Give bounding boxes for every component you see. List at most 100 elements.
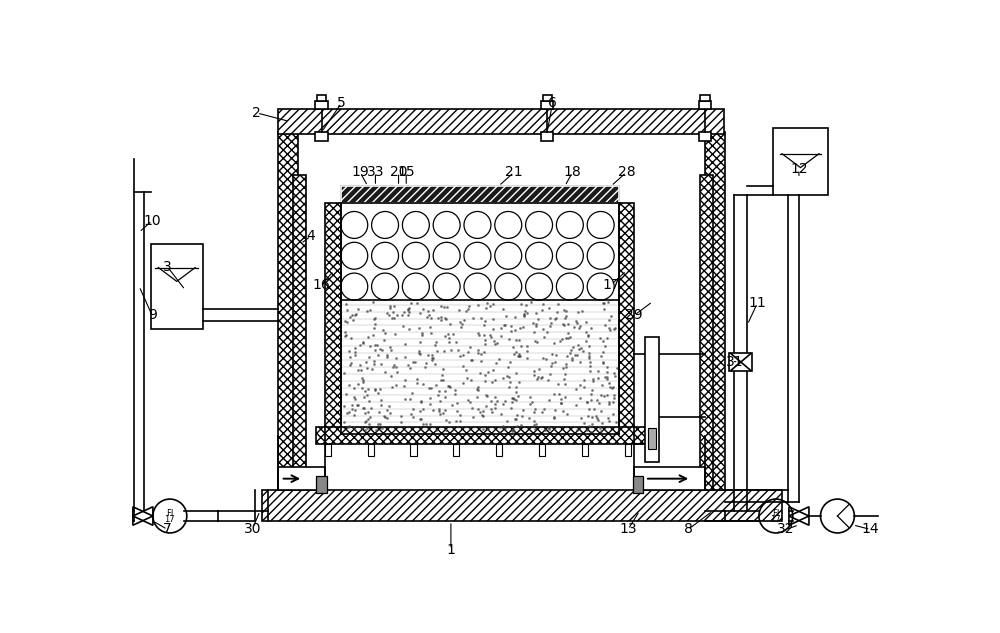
Point [476,320,492,330]
Point [589,413,605,423]
Point [347,343,363,353]
Point [511,348,527,358]
Point [461,301,477,311]
Point [580,330,596,340]
Point [549,306,565,316]
Point [550,379,566,389]
Point [433,375,449,385]
Point [529,373,545,384]
Point [599,361,615,372]
Bar [317,95,326,101]
Point [536,404,552,415]
Point [346,422,362,432]
Point [417,361,433,372]
Point [359,306,375,316]
Point [366,314,382,324]
Point [555,406,571,417]
Point [445,329,461,339]
Point [483,404,499,414]
Point [381,310,397,320]
Point [606,324,622,334]
Point [601,315,617,325]
Point [557,392,573,402]
Point [402,394,418,404]
Point [366,358,382,368]
Point [379,308,395,318]
Point [452,410,468,420]
Point [572,320,588,330]
Point [605,382,621,392]
Point [437,385,453,396]
Bar [773,128,828,196]
Point [437,405,453,415]
Bar [700,175,713,490]
Bar [316,475,327,492]
Point [495,304,511,314]
Bar [262,490,782,521]
Point [560,319,576,329]
Point [506,426,522,436]
Point [349,400,365,410]
Point [496,320,512,330]
Point [547,357,563,367]
Point [486,336,502,346]
Point [362,341,378,351]
Point [516,308,532,318]
Point [530,372,546,382]
Text: 11: 11 [748,296,766,310]
Point [479,391,495,401]
Text: 4: 4 [306,229,315,243]
Point [388,362,404,372]
Point [527,404,543,414]
Point [413,397,429,407]
Point [359,391,375,401]
Point [579,397,595,407]
Point [396,307,412,317]
Point [411,348,427,358]
Point [440,329,456,339]
Point [582,367,598,377]
Point [555,363,571,373]
Point [389,310,405,320]
Bar [315,132,328,141]
Point [544,349,560,360]
Point [376,335,392,345]
Point [360,384,376,394]
Point [381,401,397,411]
Point [361,419,377,429]
Point [337,316,353,327]
Point [455,378,471,388]
Point [340,422,356,432]
Point [418,358,434,368]
Point [499,371,515,381]
Point [477,335,493,345]
Point [571,323,587,334]
Point [412,414,428,424]
Bar [619,203,634,434]
Point [409,374,425,384]
Point [343,333,359,343]
Point [487,399,503,409]
Point [535,299,551,309]
Point [437,313,453,323]
Point [572,393,588,403]
Point [347,350,363,360]
Point [465,313,481,323]
Point [447,389,463,399]
Point [382,303,398,313]
Point [440,381,456,391]
Point [508,368,524,379]
Point [608,417,624,427]
Point [451,304,467,315]
Point [493,409,509,419]
Point [583,323,599,333]
Point [576,382,592,392]
Point [352,340,368,350]
Point [347,405,363,415]
Point [512,351,528,361]
Point [347,394,363,404]
Point [409,378,425,388]
Point [581,422,597,432]
Point [596,298,612,308]
Point [528,419,544,429]
